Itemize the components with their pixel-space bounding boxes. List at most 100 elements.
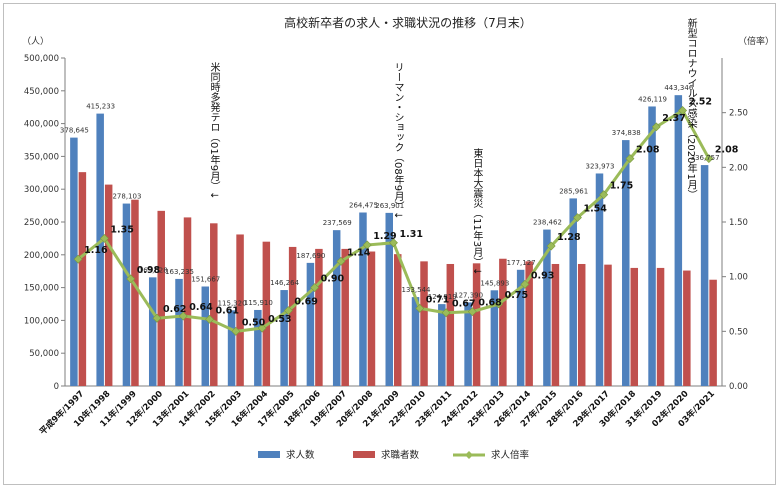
bar-job-seekers xyxy=(131,199,139,386)
bar-job-openings xyxy=(122,203,131,386)
openings-value-label: 264,475 xyxy=(349,202,378,210)
bar-job-seekers xyxy=(367,251,376,386)
openings-value-label: 115,910 xyxy=(244,299,273,307)
ratio-point xyxy=(205,314,214,324)
ratio-value-label: 2.08 xyxy=(636,145,660,156)
ratio-point xyxy=(546,241,556,251)
openings-value-label: 285,961 xyxy=(559,187,588,195)
bar-job-openings xyxy=(595,173,604,386)
legend-swatch-openings xyxy=(258,451,280,458)
ratio-value-label: 0.75 xyxy=(505,290,528,301)
ratio-value-label: 1.35 xyxy=(110,224,133,235)
right-tick-label: 2.50 xyxy=(729,109,748,119)
left-axis-unit: （人） xyxy=(22,36,49,47)
bar-job-openings xyxy=(175,278,183,386)
bar-job-openings xyxy=(70,137,78,386)
bar-job-seekers xyxy=(551,263,560,386)
ratio-value-label: 2.37 xyxy=(662,113,685,124)
bar-job-openings xyxy=(464,302,472,386)
bar-job-seekers xyxy=(420,261,428,386)
openings-value-label: 374,838 xyxy=(612,129,641,137)
ratio-point xyxy=(126,274,136,284)
bar-job-openings xyxy=(569,198,577,386)
ratio-point xyxy=(99,233,109,243)
openings-value-label: 415,233 xyxy=(86,103,115,111)
left-tick-label: 50,000 xyxy=(29,349,59,359)
event-annotation: 米同時多発テロ（01年9月）↓ xyxy=(208,61,220,200)
bar-job-openings xyxy=(648,106,656,386)
annotations: 米同時多発テロ（01年9月）↓ リーマン・ショック（08年9月）↓ 東日本大震災（1… xyxy=(208,17,697,276)
bar-job-openings xyxy=(148,277,157,386)
openings-value-label: 151,667 xyxy=(191,276,220,284)
bar-job-seekers xyxy=(656,267,665,386)
right-tick-label: 1.00 xyxy=(729,273,748,283)
ratio-value-label: 2.08 xyxy=(715,145,739,156)
left-tick-label: 500,000 xyxy=(24,54,59,64)
left-tick-label: 0 xyxy=(54,382,59,392)
bar-job-seekers xyxy=(630,267,639,386)
bar-job-seekers xyxy=(315,248,323,386)
right-axis-unit: （倍率） xyxy=(738,35,774,47)
bar-job-seekers xyxy=(525,261,533,386)
ratio-value-label: 0.53 xyxy=(268,314,291,325)
left-tick-label: 300,000 xyxy=(24,185,59,195)
openings-value-label: 145,893 xyxy=(480,279,509,287)
ratio-point xyxy=(599,190,609,200)
openings-value-label: 177,127 xyxy=(507,259,536,267)
bar-job-openings xyxy=(490,290,499,386)
bar-job-seekers xyxy=(236,234,244,386)
openings-value-label: 237,569 xyxy=(323,219,352,227)
ratio-point xyxy=(573,213,582,223)
bar-job-openings xyxy=(201,286,210,386)
bar-job-seekers xyxy=(104,184,113,386)
ratio-point xyxy=(704,154,714,164)
openings-value-label: 443,346 xyxy=(664,84,693,92)
left-tick-label: 450,000 xyxy=(24,87,59,97)
bar-job-seekers xyxy=(183,217,192,386)
right-tick-label: 1.50 xyxy=(729,218,748,228)
ratio-point xyxy=(625,154,635,164)
ratio-point xyxy=(336,256,346,266)
ratio-value-label: 1.54 xyxy=(583,204,607,215)
bar-job-openings xyxy=(254,309,262,386)
legend-label-seekers: 求職者数 xyxy=(381,449,420,461)
bar-job-openings xyxy=(280,290,288,386)
bar-job-openings xyxy=(359,212,367,386)
openings-value-label: 238,462 xyxy=(533,219,562,227)
left-tick-label: 100,000 xyxy=(24,316,59,326)
left-tick-label: 250,000 xyxy=(24,218,59,228)
bar-job-seekers xyxy=(262,241,271,386)
event-annotation: 新型コロナウイルス感染（2020年1月） xyxy=(685,17,697,200)
left-tick-label: 200,000 xyxy=(24,251,59,261)
right-tick-label: 2.00 xyxy=(729,163,748,173)
bar-job-openings xyxy=(516,269,525,386)
event-annotation: リーマン・ショック（08年9月）↓ xyxy=(392,62,404,219)
ratio-point xyxy=(231,326,241,336)
bar-job-openings xyxy=(543,229,551,386)
ratio-point xyxy=(389,238,398,248)
openings-value-label: 278,103 xyxy=(112,193,141,201)
ratio-point xyxy=(257,323,267,333)
bar-job-seekers xyxy=(472,263,481,386)
ratio-point xyxy=(415,303,425,313)
bar-job-openings xyxy=(306,262,315,386)
ratio-point xyxy=(310,283,320,293)
ratio-point xyxy=(678,106,688,115)
ratio-point xyxy=(73,254,83,264)
bar-job-seekers xyxy=(157,210,165,386)
ratio-value-label: 0.61 xyxy=(216,305,239,316)
openings-value-label: 187,690 xyxy=(296,252,325,260)
left-tick-label: 150,000 xyxy=(24,284,59,294)
bar-job-seekers xyxy=(394,254,402,386)
openings-value-label: 115,320 xyxy=(218,299,247,307)
openings-value-label: 133,544 xyxy=(402,286,431,294)
bar-job-seekers xyxy=(499,258,507,386)
ratio-value-label: 1.75 xyxy=(610,181,633,192)
bar-job-openings xyxy=(385,212,393,386)
ratio-value-label: 0.68 xyxy=(478,298,502,309)
bar-job-seekers xyxy=(210,223,218,386)
openings-value-label: 323,973 xyxy=(586,162,615,170)
ratio-point xyxy=(178,311,188,321)
ratio-value-label: 0.98 xyxy=(137,265,161,276)
